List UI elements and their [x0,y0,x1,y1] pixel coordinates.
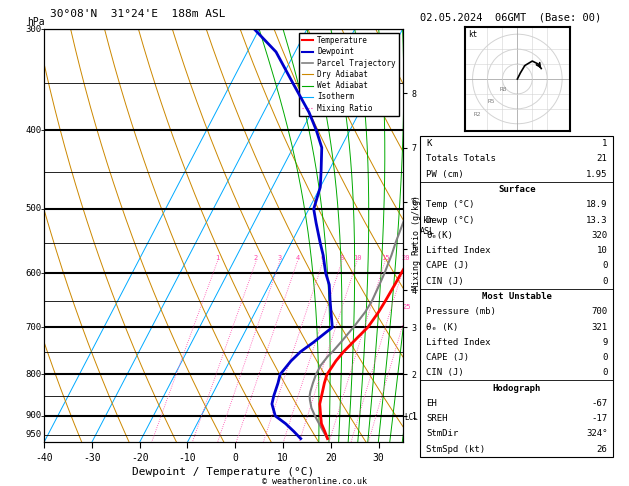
Text: Lifted Index: Lifted Index [426,338,491,347]
Text: Temp (°C): Temp (°C) [426,200,474,209]
Text: Dewp (°C): Dewp (°C) [426,216,474,225]
Text: 0: 0 [602,353,608,362]
Text: 400: 400 [26,126,42,135]
Text: StmDir: StmDir [426,430,458,438]
Text: kt: kt [468,30,477,39]
Text: 800: 800 [26,370,42,379]
Text: 1: 1 [602,139,608,148]
Text: 1: 1 [215,255,220,261]
Text: 9: 9 [602,338,608,347]
Text: 324°: 324° [586,430,608,438]
Text: R2: R2 [474,112,482,117]
Text: 500: 500 [26,205,42,213]
Text: 30°08'N  31°24'E  188m ASL: 30°08'N 31°24'E 188m ASL [50,9,226,19]
Text: 1.95: 1.95 [586,170,608,179]
Text: -67: -67 [591,399,608,408]
Legend: Temperature, Dewpoint, Parcel Trajectory, Dry Adiabat, Wet Adiabat, Isotherm, Mi: Temperature, Dewpoint, Parcel Trajectory… [299,33,399,116]
Text: 0: 0 [602,277,608,286]
Text: Surface: Surface [498,185,535,194]
Text: 2: 2 [254,255,258,261]
Text: 0: 0 [602,368,608,377]
Text: 21: 21 [597,155,608,163]
Text: Totals Totals: Totals Totals [426,155,496,163]
Text: CAPE (J): CAPE (J) [426,353,469,362]
X-axis label: Dewpoint / Temperature (°C): Dewpoint / Temperature (°C) [132,467,314,477]
Text: R8: R8 [499,87,507,92]
Text: 900: 900 [26,411,42,420]
Text: 600: 600 [26,269,42,278]
Text: 321: 321 [591,323,608,331]
Text: 700: 700 [591,307,608,316]
Text: 0: 0 [602,261,608,270]
Text: Most Unstable: Most Unstable [482,292,552,301]
Text: 700: 700 [26,323,42,332]
Text: SREH: SREH [426,414,447,423]
Text: K: K [426,139,431,148]
Text: CIN (J): CIN (J) [426,277,464,286]
Text: θₑ (K): θₑ (K) [426,323,458,331]
Text: 26: 26 [597,445,608,454]
Text: Lifted Index: Lifted Index [426,246,491,255]
Text: Hodograph: Hodograph [493,383,541,393]
Text: PW (cm): PW (cm) [426,170,464,179]
Text: CIN (J): CIN (J) [426,368,464,377]
Text: Mixing Ratio (g/kg): Mixing Ratio (g/kg) [412,195,421,291]
Text: 320: 320 [591,231,608,240]
Text: 25: 25 [403,304,411,310]
Y-axis label: km
ASL: km ASL [420,216,435,236]
Text: 8: 8 [340,255,344,261]
Text: 18.9: 18.9 [586,200,608,209]
Text: StmSpd (kt): StmSpd (kt) [426,445,485,454]
Text: CAPE (J): CAPE (J) [426,261,469,270]
Text: 950: 950 [26,431,42,439]
Text: 10: 10 [353,255,361,261]
Text: 10: 10 [597,246,608,255]
Text: R5: R5 [487,99,495,104]
Text: hPa: hPa [27,17,45,27]
Text: 6: 6 [321,255,325,261]
Text: 300: 300 [26,25,42,34]
Text: Pressure (mb): Pressure (mb) [426,307,496,316]
Text: 13.3: 13.3 [586,216,608,225]
Text: 15: 15 [381,255,389,261]
Text: 02.05.2024  06GMT  (Base: 00): 02.05.2024 06GMT (Base: 00) [420,12,601,22]
Text: EH: EH [426,399,437,408]
Text: 20: 20 [401,255,410,261]
Text: © weatheronline.co.uk: © weatheronline.co.uk [262,477,367,486]
Text: 3: 3 [278,255,282,261]
Text: 4: 4 [296,255,299,261]
Text: LCL: LCL [404,413,418,421]
Text: -17: -17 [591,414,608,423]
Text: θₑ(K): θₑ(K) [426,231,453,240]
